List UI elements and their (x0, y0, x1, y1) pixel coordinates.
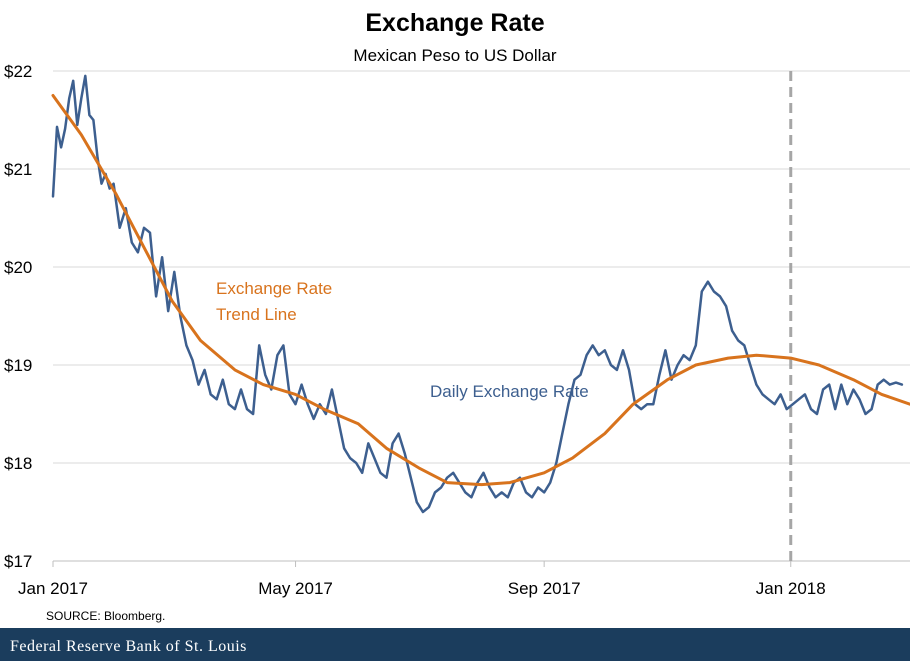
x-axis-ticks: Jan 2017 May 2017 Sep 2017 Jan 2018 (18, 561, 826, 598)
trend-label-line1: Exchange Rate (216, 279, 332, 298)
x-tick-label: Jan 2018 (756, 579, 826, 598)
y-tick-label: $22 (4, 62, 32, 81)
y-tick-label: $21 (4, 160, 32, 179)
y-tick-label: $17 (4, 552, 32, 571)
x-tick-label: May 2017 (258, 579, 333, 598)
y-tick-label: $18 (4, 454, 32, 473)
chart-subtitle: Mexican Peso to US Dollar (353, 46, 556, 65)
series-lines (51, 74, 910, 514)
y-tick-label: $20 (4, 258, 32, 277)
footer-bar (0, 628, 910, 661)
daily-label: Daily Exchange Rate (430, 382, 589, 401)
trend-line (51, 94, 910, 487)
y-tick-label: $19 (4, 356, 32, 375)
x-tick-label: Sep 2017 (508, 579, 581, 598)
x-tick-label: Jan 2017 (18, 579, 88, 598)
source-note: SOURCE: Bloomberg. (46, 609, 165, 623)
daily-rate-line (51, 74, 904, 514)
gridlines (53, 70, 910, 562)
footer-text: Federal Reserve Bank of St. Louis (10, 638, 247, 655)
y-axis-ticks: $17 $18 $19 $20 $21 $22 (4, 62, 32, 571)
trend-label-line2: Trend Line (216, 305, 297, 324)
chart-title: Exchange Rate (365, 9, 544, 37)
